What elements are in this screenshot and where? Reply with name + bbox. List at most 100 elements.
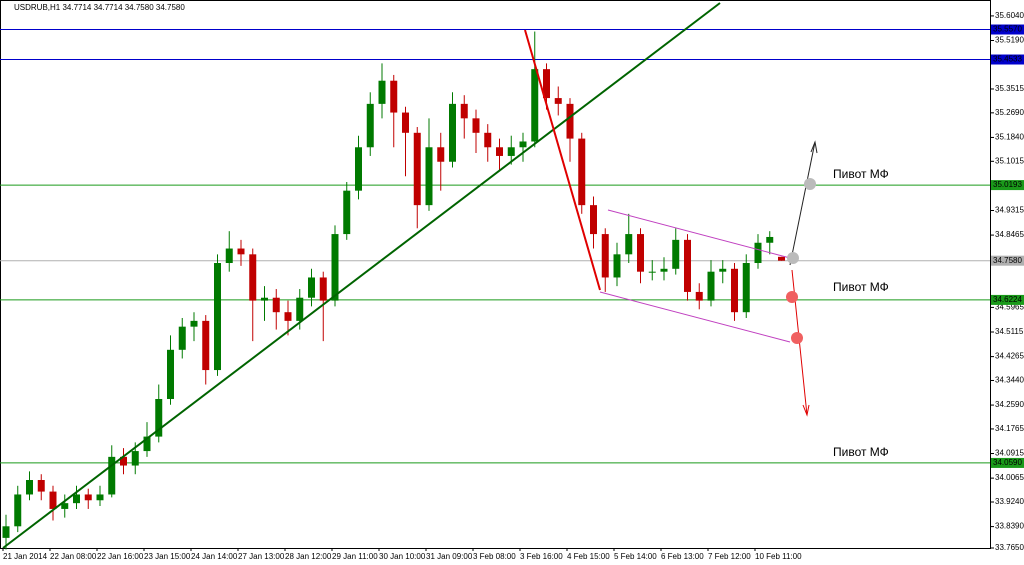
candle-body: [378, 80, 386, 104]
y-tick-label: 34.5965: [995, 303, 1024, 312]
x-tick-label: 3 Feb 16:00: [520, 552, 563, 561]
drawings: [2, 2, 818, 549]
candle-body: [719, 268, 727, 272]
y-tick-label: 35.3515: [995, 84, 1024, 93]
level-label: 34.6224: [993, 295, 1022, 304]
marker: [787, 252, 799, 264]
y-tick-label: 33.7650: [995, 543, 1024, 552]
x-tick-label: 22 Jan 16:00: [97, 552, 144, 561]
y-tick-label: 35.1015: [995, 156, 1024, 165]
y-tick-label: 35.2690: [995, 108, 1024, 117]
level-label: 35.5570: [993, 25, 1022, 34]
candle-body: [26, 480, 33, 495]
candle-body: [73, 494, 80, 504]
level-label: 35.4533: [993, 55, 1022, 64]
candle-body: [190, 320, 198, 327]
candle-body: [695, 291, 703, 301]
trend-line: [524, 29, 601, 291]
x-tick-label: 7 Feb 12:00: [708, 552, 751, 561]
candle-body: [402, 112, 409, 133]
candle-body: [543, 69, 550, 99]
x-tick-label: 28 Jan 12:00: [285, 552, 332, 561]
y-tick-label: 34.0065: [995, 473, 1024, 482]
marker: [804, 178, 816, 190]
level-label: 34.0590: [993, 458, 1022, 467]
candle-body: [390, 80, 398, 113]
candle-body: [496, 147, 503, 156]
candle-body: [331, 234, 339, 301]
candle-body: [272, 297, 280, 313]
x-tick-label: 23 Jan 15:00: [144, 552, 191, 561]
candle-body: [660, 268, 668, 272]
candle-body: [648, 271, 656, 273]
candle-body: [766, 236, 774, 243]
level-box: [991, 54, 1024, 65]
arrow-head: [802, 404, 810, 417]
y-tick-label: 33.8390: [995, 522, 1024, 531]
y-tick-label: 34.8465: [995, 230, 1024, 239]
candle-body: [308, 277, 315, 298]
candle-body: [108, 456, 116, 495]
x-tick-label: 3 Feb 08:00: [473, 552, 516, 561]
annotation: Пивот МФ: [833, 280, 889, 294]
candle-body: [460, 103, 468, 119]
x-tick-label: 27 Jan 13:00: [238, 552, 285, 561]
x-tick-label: 31 Jan 09:00: [426, 552, 473, 561]
candle-body: [484, 132, 492, 148]
level-box: [991, 294, 1024, 305]
candle-body: [261, 297, 268, 301]
candle-body: [343, 190, 351, 235]
candle-body: [120, 456, 127, 466]
candle-body: [613, 254, 621, 278]
candle-body: [167, 349, 174, 399]
candle-body: [214, 263, 221, 371]
candle-body: [449, 103, 456, 162]
candle-body: [707, 271, 715, 301]
candle-body: [49, 491, 57, 509]
candle-body: [413, 132, 421, 206]
y-tick-label: 34.5115: [995, 327, 1024, 336]
candle-body: [143, 436, 151, 452]
candle-body: [554, 98, 562, 104]
level-box: [991, 24, 1024, 35]
candle-body: [437, 147, 445, 162]
candle-body: [2, 526, 10, 538]
level-box: [991, 180, 1024, 191]
candle-body: [425, 147, 433, 206]
y-tick-label: 34.0915: [995, 449, 1024, 458]
y-tick-label: 35.5190: [995, 36, 1024, 45]
chart-title: USDRUB,H1 34.7714 34.7714 34.7580 34.758…: [14, 3, 185, 12]
candle-body: [637, 234, 644, 272]
marks: [0, 29, 990, 550]
level-box: [991, 457, 1024, 468]
x-tick-label: 10 Feb 11:00: [755, 552, 802, 561]
candle-body: [672, 239, 680, 269]
candle-body: [731, 268, 738, 313]
marker: [786, 291, 798, 303]
y-tick-label: 33.9240: [995, 497, 1024, 506]
y-tick-label: 34.1765: [995, 424, 1024, 433]
candle-body: [742, 263, 750, 313]
channel-line: [607, 209, 791, 259]
marker: [791, 332, 803, 344]
level-label: 35.0193: [993, 180, 1022, 189]
level-box: [991, 255, 1024, 266]
x-tick-label: 6 Feb 13:00: [661, 552, 704, 561]
candle-body: [296, 297, 304, 321]
candle-body: [237, 248, 245, 255]
candle-body: [284, 312, 292, 321]
candle-body: [155, 398, 163, 437]
y-tick-label: 35.6040: [995, 11, 1024, 20]
candle-body: [566, 103, 574, 139]
y-tick-label: 34.3440: [995, 376, 1024, 385]
candle-body: [590, 205, 597, 235]
x-tick-label: 21 Jan 2014: [3, 552, 48, 561]
candle-body: [319, 277, 327, 301]
x-tick-label: 29 Jan 11:00: [332, 552, 378, 561]
candle-body: [355, 147, 362, 191]
candle-body: [472, 118, 480, 133]
x-tick-label: 5 Feb 14:00: [614, 552, 657, 561]
candle-body: [249, 254, 257, 301]
annotation: Пивот МФ: [833, 445, 889, 459]
